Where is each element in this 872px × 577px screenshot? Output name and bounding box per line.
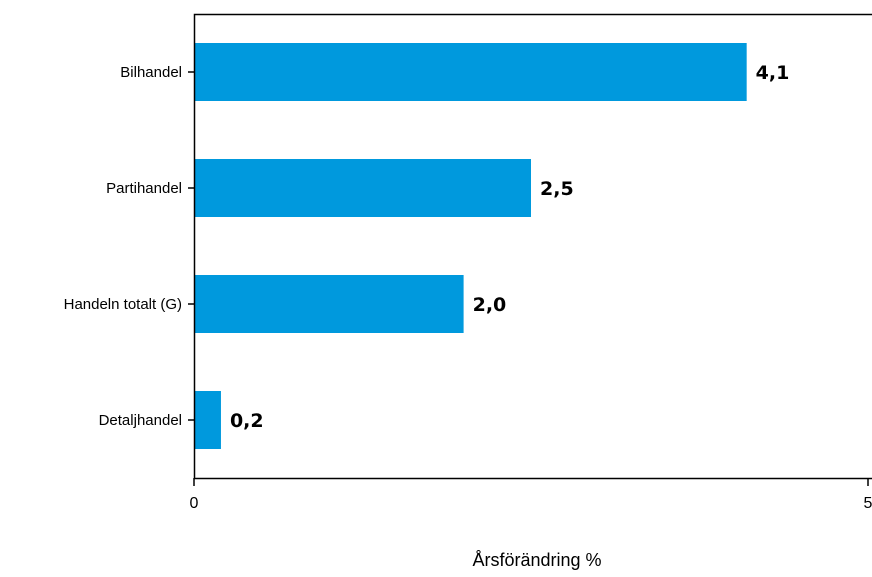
bar-partihandel xyxy=(194,159,531,217)
bar-handeln-totalt-g xyxy=(194,275,464,333)
bars-layer xyxy=(194,43,747,449)
category-label-partihandel: Partihandel xyxy=(106,180,182,197)
value-label-detaljhandel: 0,2 xyxy=(230,410,264,432)
x-axis-title: Årsförändring % xyxy=(472,550,601,570)
value-label-handeln-totalt-g: 2,0 xyxy=(473,294,507,316)
category-label-bilhandel: Bilhandel xyxy=(120,64,182,81)
labels-layer: 4,1 Bilhandel 2,5 Partihandel 2,0 Handeln tot… xyxy=(64,62,790,432)
value-label-bilhandel: 4,1 xyxy=(756,62,790,84)
value-label-partihandel: 2,5 xyxy=(540,178,574,200)
bar-detaljhandel xyxy=(194,391,221,449)
category-label-detaljhandel: Detaljhandel xyxy=(99,412,182,429)
x-tick-label: 5 xyxy=(864,495,872,512)
category-label-handeln-totalt-g: Handeln totalt (G) xyxy=(64,296,182,313)
x-tick-label: 0 xyxy=(190,495,199,512)
bar-bilhandel xyxy=(194,43,747,101)
plot-frame xyxy=(193,13,872,480)
